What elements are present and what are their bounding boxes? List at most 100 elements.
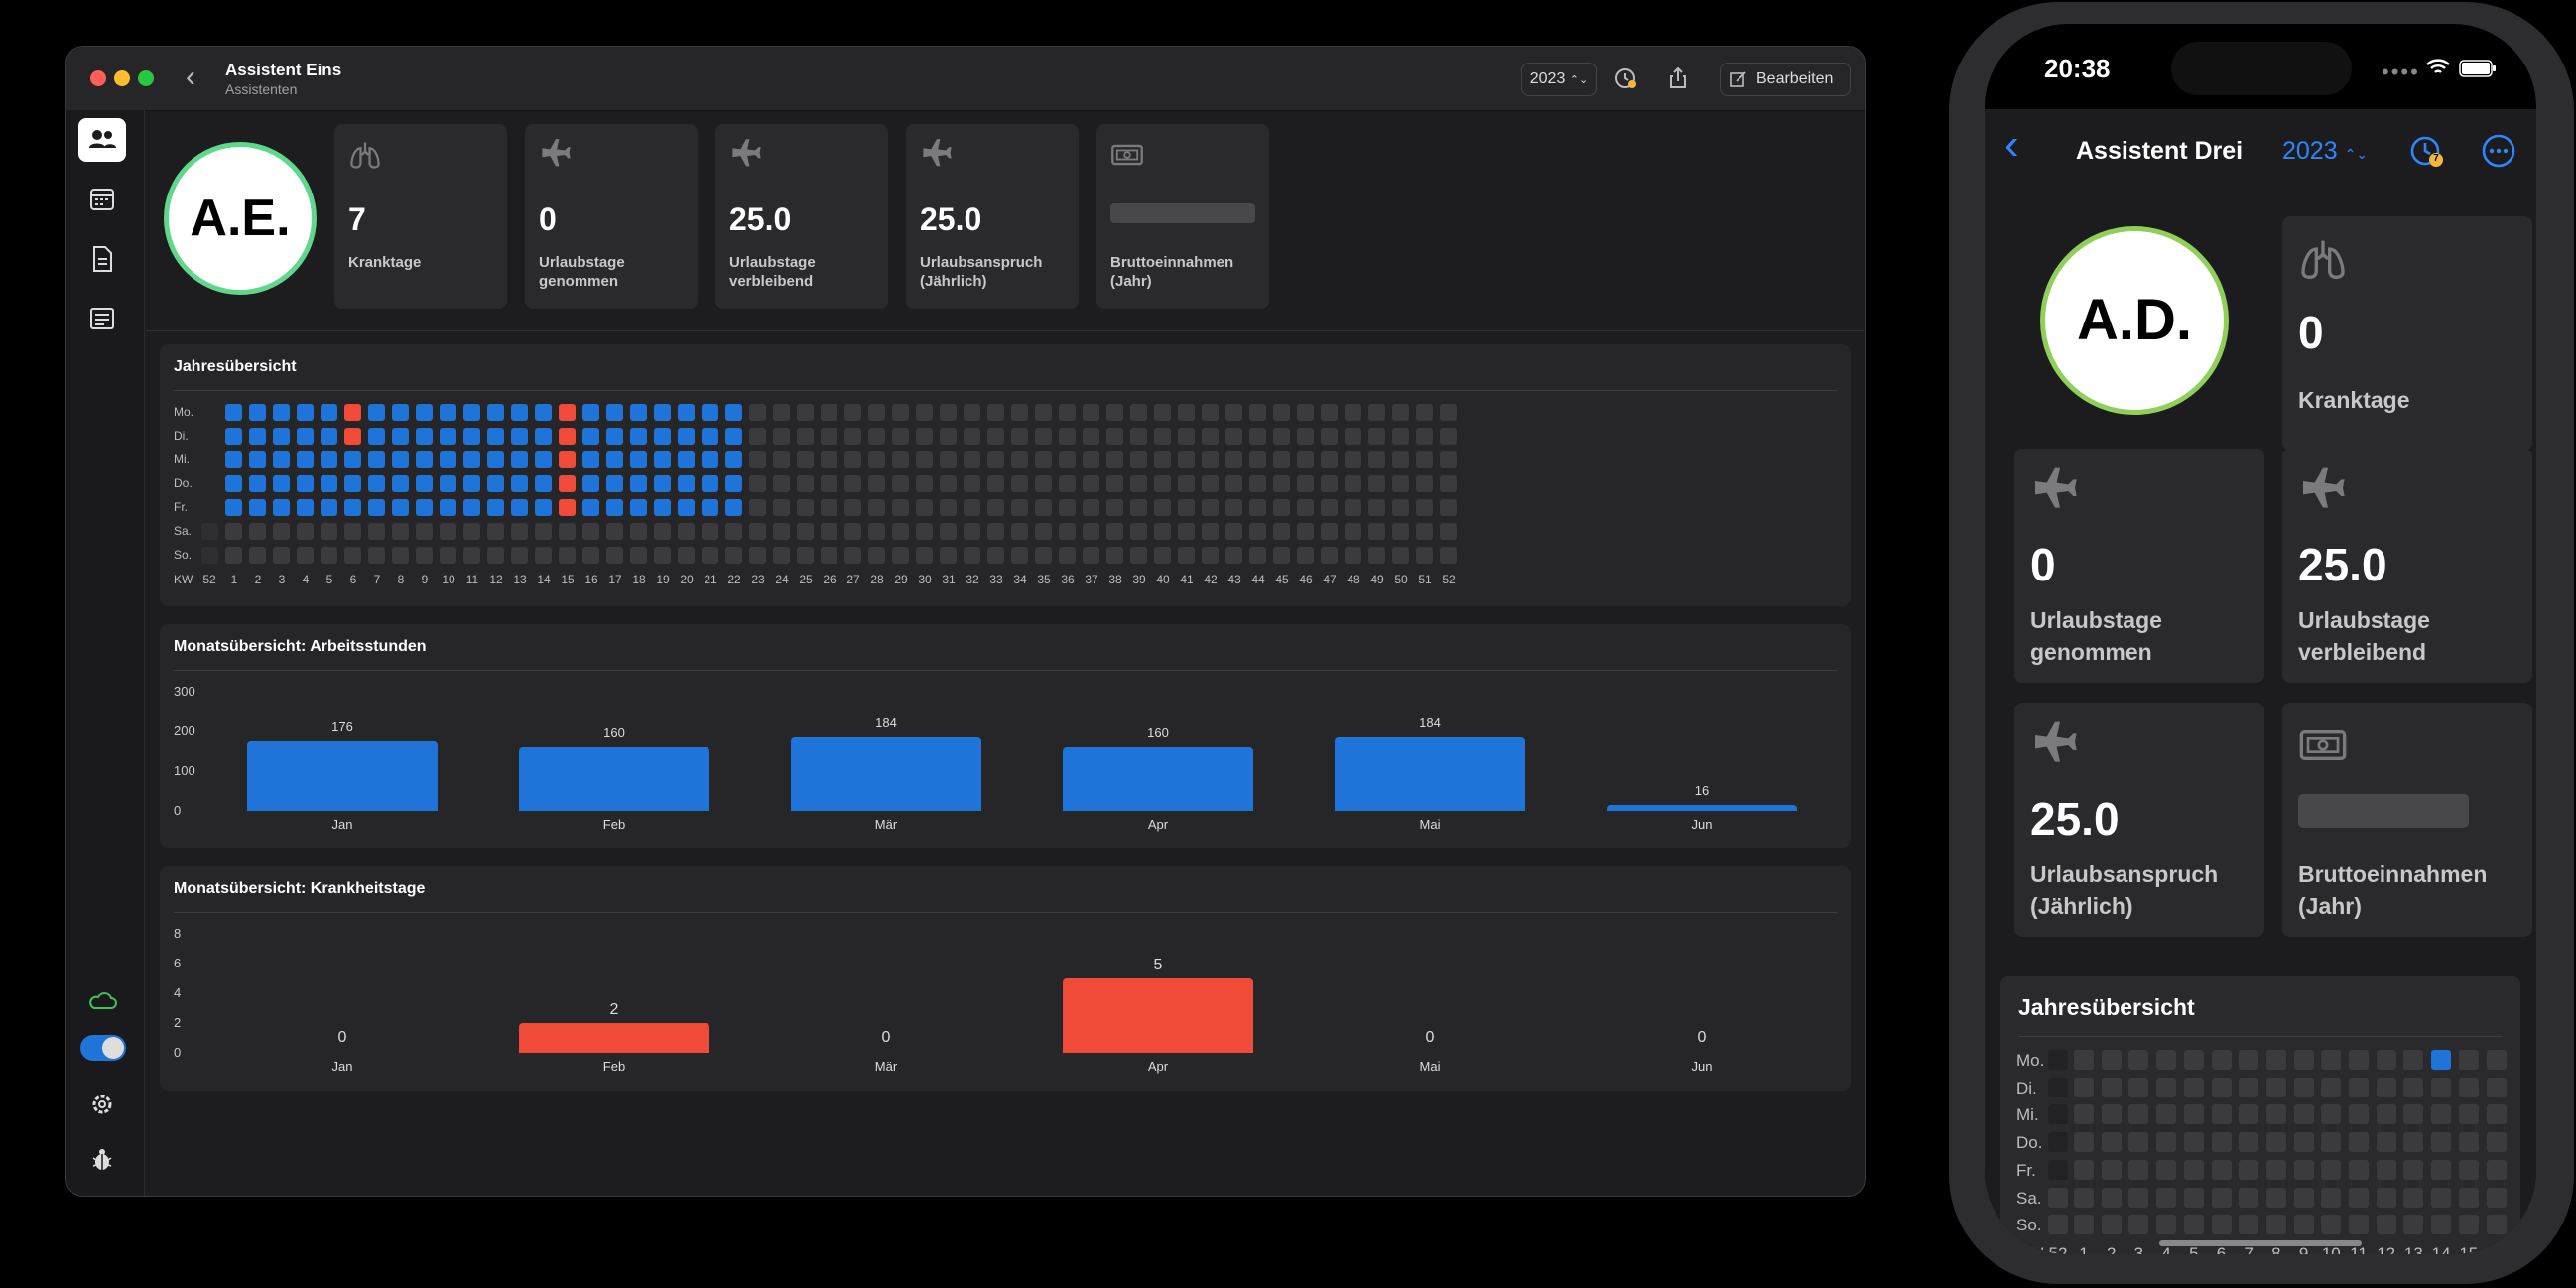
grid-cell[interactable] — [2156, 1132, 2177, 1153]
grid-cell[interactable] — [1178, 475, 1195, 492]
grid-cell[interactable] — [1345, 428, 1361, 445]
grid-cell[interactable] — [1273, 523, 1290, 540]
grid-cell[interactable] — [2156, 1159, 2177, 1180]
grid-cell[interactable] — [2239, 1050, 2259, 1070]
grid-cell[interactable] — [1440, 523, 1457, 540]
grid-cell[interactable] — [1035, 404, 1052, 421]
grid-cell[interactable] — [725, 475, 742, 492]
grid-cell[interactable] — [749, 523, 766, 540]
grid-cell[interactable] — [868, 523, 885, 540]
grid-cell[interactable] — [1225, 475, 1242, 492]
grid-cell[interactable] — [1035, 428, 1052, 445]
bar[interactable] — [1335, 737, 1525, 811]
grid-cell[interactable] — [868, 547, 885, 564]
grid-cell[interactable] — [1249, 475, 1266, 492]
grid-cell[interactable] — [416, 499, 433, 516]
grid-cell[interactable] — [1059, 475, 1076, 492]
grid-cell[interactable] — [1273, 499, 1290, 516]
grid-cell[interactable] — [392, 499, 409, 516]
grid-cell[interactable] — [297, 499, 314, 516]
grid-cell[interactable] — [2183, 1132, 2204, 1153]
grid-cell[interactable] — [1297, 475, 1314, 492]
grid-cell[interactable] — [344, 451, 361, 468]
grid-cell[interactable] — [2183, 1077, 2204, 1097]
grid-cell[interactable] — [773, 547, 790, 564]
grid-cell[interactable] — [2074, 1050, 2094, 1070]
grid-cell[interactable] — [2128, 1132, 2149, 1153]
grid-cell[interactable] — [725, 523, 742, 540]
grid-cell[interactable] — [1392, 547, 1409, 564]
grid-cell[interactable] — [1011, 475, 1028, 492]
grid-cell[interactable] — [2101, 1050, 2122, 1070]
grid-cell[interactable] — [1440, 499, 1457, 516]
grid-cell[interactable] — [1035, 523, 1052, 540]
grid-cell[interactable] — [2321, 1215, 2342, 1235]
grid-cell[interactable] — [2183, 1104, 2204, 1125]
grid-cell[interactable] — [535, 451, 552, 468]
grid-cell[interactable] — [1083, 547, 1099, 564]
sidebar-item-calendar[interactable] — [78, 178, 126, 221]
grid-cell[interactable] — [2293, 1077, 2314, 1097]
grid-cell[interactable] — [2486, 1077, 2507, 1097]
grid-cell[interactable] — [1392, 451, 1409, 468]
grid-cell[interactable] — [821, 475, 837, 492]
grid-cell[interactable] — [2403, 1050, 2424, 1070]
grid-cell[interactable] — [1440, 428, 1457, 445]
grid-cell[interactable] — [678, 428, 695, 445]
grid-cell[interactable] — [559, 475, 576, 492]
grid-cell[interactable] — [1154, 475, 1171, 492]
grid-cell[interactable] — [773, 404, 790, 421]
grid-cell[interactable] — [344, 523, 361, 540]
grid-cell[interactable] — [725, 428, 742, 445]
grid-cell[interactable] — [368, 523, 385, 540]
grid-cell[interactable] — [1416, 404, 1433, 421]
grid-cell[interactable] — [2156, 1187, 2177, 1208]
grid-cell[interactable] — [1321, 523, 1338, 540]
grid-cell[interactable] — [1106, 523, 1123, 540]
grid-cell[interactable] — [535, 404, 552, 421]
grid-cell[interactable] — [273, 428, 290, 445]
grid-cell[interactable] — [2101, 1132, 2122, 1153]
grid-cell[interactable] — [321, 428, 337, 445]
grid-cell[interactable] — [2403, 1132, 2424, 1153]
grid-cell[interactable] — [1083, 499, 1099, 516]
grid-cell[interactable] — [463, 404, 480, 421]
grid-cell[interactable] — [678, 523, 695, 540]
grid-cell[interactable] — [1416, 547, 1433, 564]
grid-cell[interactable] — [559, 499, 576, 516]
grid-cell[interactable] — [1202, 547, 1219, 564]
grid-cell[interactable] — [1249, 428, 1266, 445]
grid-cell[interactable] — [487, 523, 504, 540]
grid-cell[interactable] — [582, 475, 599, 492]
grid-cell[interactable] — [2321, 1077, 2342, 1097]
bar[interactable] — [519, 1023, 709, 1053]
grid-cell[interactable] — [2458, 1132, 2479, 1153]
grid-cell[interactable] — [297, 475, 314, 492]
grid-cell[interactable] — [273, 523, 290, 540]
grid-cell[interactable] — [392, 428, 409, 445]
grid-cell[interactable] — [2486, 1159, 2507, 1180]
grid-cell[interactable] — [1297, 404, 1314, 421]
grid-cell[interactable] — [463, 547, 480, 564]
grid-cell[interactable] — [892, 451, 909, 468]
grid-cell[interactable] — [2486, 1050, 2507, 1070]
grid-cell[interactable] — [1178, 428, 1195, 445]
grid-cell[interactable] — [2128, 1187, 2149, 1208]
grid-cell[interactable] — [1297, 451, 1314, 468]
grid-cell[interactable] — [2376, 1187, 2396, 1208]
grid-cell[interactable] — [344, 499, 361, 516]
grid-cell[interactable] — [773, 499, 790, 516]
grid-cell[interactable] — [2431, 1077, 2452, 1097]
grid-cell[interactable] — [2458, 1104, 2479, 1125]
grid-cell[interactable] — [702, 451, 718, 468]
grid-cell[interactable] — [2349, 1159, 2369, 1180]
grid-cell[interactable] — [844, 404, 861, 421]
grid-cell[interactable] — [630, 475, 647, 492]
grid-cell[interactable] — [416, 428, 433, 445]
grid-cell[interactable] — [297, 428, 314, 445]
clock-badge-icon[interactable] — [1612, 64, 1640, 92]
grid-cell[interactable] — [2349, 1077, 2369, 1097]
grid-cell[interactable] — [2074, 1187, 2094, 1208]
grid-cell[interactable] — [582, 547, 599, 564]
grid-cell[interactable] — [725, 547, 742, 564]
